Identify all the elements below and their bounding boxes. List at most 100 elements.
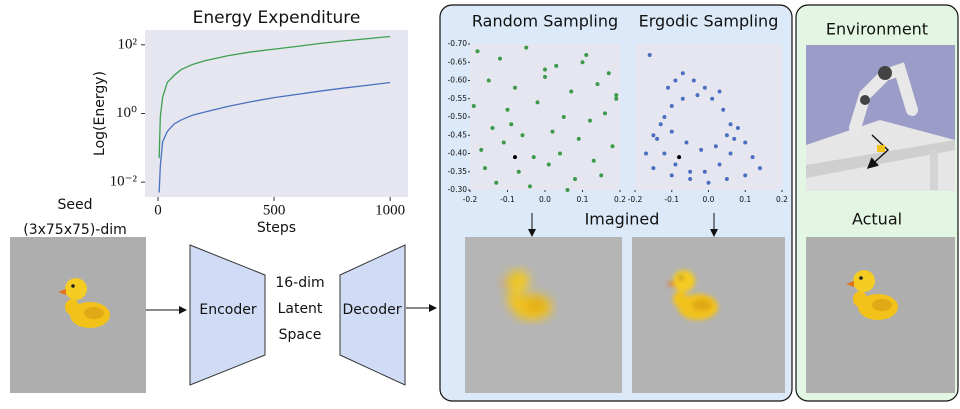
point [666, 86, 670, 90]
y-tick-label: -0.65 [448, 57, 468, 66]
point [521, 133, 525, 137]
point [584, 53, 588, 57]
x-tick-label: 0.0 [703, 195, 715, 204]
point [751, 155, 755, 159]
x-tick-label: 0.2 [614, 195, 626, 204]
point [472, 104, 476, 108]
chart-title: Ergodic Sampling [639, 12, 779, 31]
point [648, 53, 652, 57]
point [732, 137, 736, 141]
y-axis-label: Log(Energy) [92, 71, 108, 156]
seed-dim-label: (3x75x75)-dim [23, 222, 127, 238]
point [479, 148, 483, 152]
point [487, 79, 491, 83]
point [491, 126, 495, 130]
point [729, 152, 733, 156]
x-tick-label: -0.1 [500, 195, 515, 204]
point [502, 141, 506, 145]
point [659, 122, 663, 126]
point [673, 79, 677, 83]
point [718, 89, 722, 93]
y-tick-label: -0.30 [448, 185, 468, 194]
environment-image [806, 45, 955, 191]
point [688, 170, 692, 174]
actual-label: Actual [852, 210, 902, 229]
point [684, 141, 688, 145]
point [551, 130, 555, 134]
point [651, 166, 655, 170]
y-tick-label: -0.40 [448, 149, 468, 158]
point [655, 137, 659, 141]
point [536, 100, 540, 104]
x-tick-label: -0.2 [628, 195, 643, 204]
figure: Seed (3x75x75)-dim Encoder 16-dim Latent… [0, 0, 960, 405]
point [581, 60, 585, 64]
point [758, 166, 762, 170]
plot-area [145, 30, 408, 197]
point [513, 86, 517, 90]
seed-label: Seed [58, 197, 93, 213]
point [718, 162, 722, 166]
point [695, 93, 699, 97]
point [596, 82, 600, 86]
point [644, 152, 648, 156]
point [554, 64, 558, 68]
point [721, 108, 725, 112]
point [509, 122, 513, 126]
point [543, 68, 547, 72]
point [725, 177, 729, 181]
y-tick-label: -0.50 [448, 112, 468, 121]
point [513, 155, 517, 159]
point [607, 71, 611, 75]
point [651, 133, 655, 137]
y-tick-label: 10⁻² [110, 174, 138, 190]
point [566, 188, 570, 192]
point [494, 181, 498, 185]
point [707, 181, 711, 185]
point [558, 152, 562, 156]
point [673, 162, 677, 166]
decoder-label: Decoder [343, 302, 402, 318]
point [573, 177, 577, 181]
point [699, 148, 703, 152]
point [743, 173, 747, 177]
point [528, 184, 532, 188]
plot-area [470, 44, 620, 190]
y-tick-label: -0.35 [448, 167, 468, 176]
point [476, 49, 480, 53]
x-tick-label: 0.0 [539, 195, 551, 204]
point [681, 71, 685, 75]
x-tick-label: 0 [154, 202, 162, 218]
point [743, 141, 747, 145]
point [603, 111, 607, 115]
x-tick-label: -0.2 [463, 195, 478, 204]
point [483, 166, 487, 170]
point [670, 130, 674, 134]
environment-label: Environment [826, 20, 928, 39]
x-axis-label: Steps [257, 220, 296, 236]
y-tick-label: -0.45 [448, 130, 468, 139]
point [670, 173, 674, 177]
point [562, 115, 566, 119]
latent-label: 16-dim [275, 275, 324, 291]
point [710, 97, 714, 101]
point [714, 144, 718, 148]
point [703, 170, 707, 174]
x-tick-label: -0.1 [664, 195, 679, 204]
point [688, 177, 692, 181]
point [614, 97, 618, 101]
x-tick-label: 0.1 [577, 195, 589, 204]
point [532, 155, 536, 159]
x-tick-label: 0.2 [776, 195, 788, 204]
point [588, 119, 592, 123]
imagined-label: Imagined [585, 210, 660, 229]
encoder-label: Encoder [199, 302, 256, 318]
y-tick-label: -0.60 [448, 76, 468, 85]
point [677, 155, 681, 159]
point [611, 144, 615, 148]
point [498, 57, 502, 61]
x-tick-label: 500 [263, 202, 286, 218]
point [577, 137, 581, 141]
point [543, 75, 547, 79]
x-tick-label: 0.1 [739, 195, 751, 204]
